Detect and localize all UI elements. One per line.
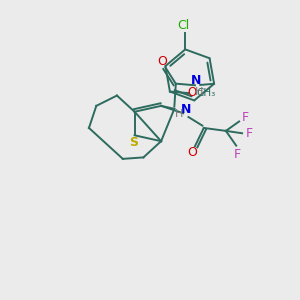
Text: N: N <box>191 74 202 87</box>
Text: F: F <box>234 148 241 161</box>
Text: H: H <box>175 109 183 119</box>
Text: F: F <box>246 127 253 140</box>
Text: O: O <box>188 146 197 159</box>
Text: F: F <box>242 111 249 124</box>
Text: O: O <box>158 55 167 68</box>
Text: O: O <box>188 86 197 99</box>
Text: N: N <box>181 103 191 116</box>
Text: S: S <box>130 136 139 148</box>
Text: H: H <box>195 87 204 97</box>
Text: CH₃: CH₃ <box>197 88 216 98</box>
Text: Cl: Cl <box>178 19 190 32</box>
